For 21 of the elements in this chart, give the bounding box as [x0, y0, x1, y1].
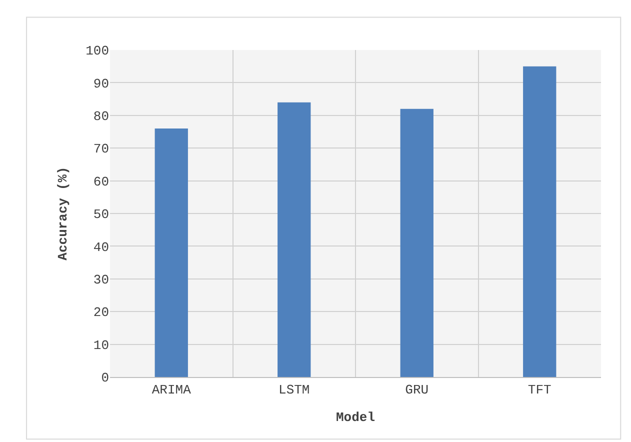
- x-axis-title: Model: [336, 410, 376, 426]
- bar: [154, 128, 188, 377]
- y-tick-label: 70: [93, 142, 109, 157]
- y-tick-label: 40: [93, 240, 109, 255]
- y-tick-label: 80: [93, 108, 109, 124]
- x-tick-label: GRU: [405, 382, 429, 398]
- y-tick-label: 60: [93, 174, 109, 190]
- y-tick-label: 90: [93, 76, 109, 92]
- x-tick-label: LSTM: [278, 382, 310, 398]
- bar: [523, 66, 556, 377]
- y-tick-label: 10: [93, 338, 109, 353]
- y-tick-label: 50: [93, 207, 109, 222]
- y-tick-label: 30: [93, 272, 109, 288]
- y-axis-title: Accuracy (%): [56, 166, 71, 260]
- x-tick-label: ARIMA: [152, 382, 192, 398]
- bar: [278, 102, 311, 377]
- y-tick-label: 20: [93, 305, 109, 320]
- y-tick-label: 0: [101, 370, 109, 386]
- bar: [400, 108, 434, 377]
- x-tick-label: TFT: [528, 382, 552, 398]
- y-tick-label: 100: [86, 44, 109, 59]
